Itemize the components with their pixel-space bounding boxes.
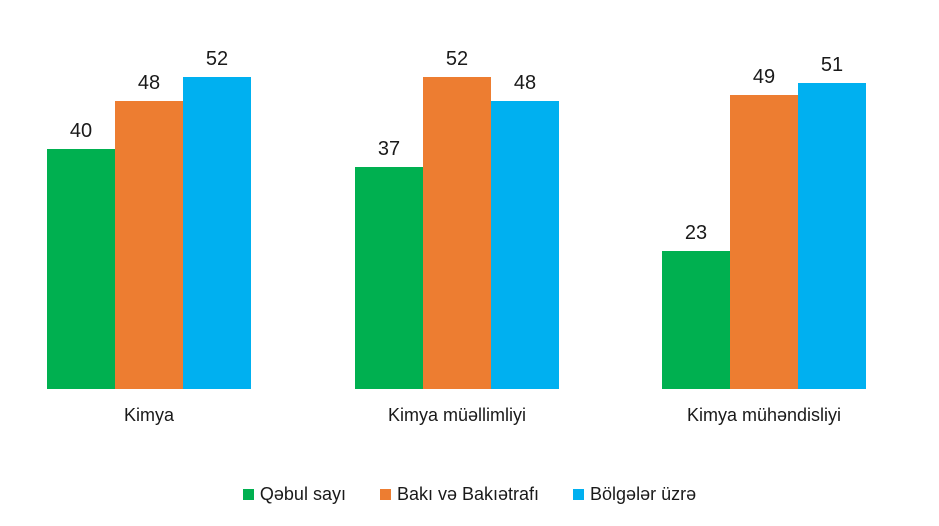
bar xyxy=(355,167,423,389)
legend: Qəbul sayı Bakı və Bakıətrafı Bölgələr ü… xyxy=(0,484,939,505)
legend-swatch xyxy=(242,489,254,500)
data-label: 48 xyxy=(138,72,160,94)
data-label: 48 xyxy=(514,72,536,94)
bar xyxy=(491,101,559,389)
bar xyxy=(798,83,866,389)
legend-swatch xyxy=(379,489,391,500)
data-label: 49 xyxy=(753,66,775,88)
bar xyxy=(183,77,251,389)
bar xyxy=(115,101,183,389)
data-label: 40 xyxy=(70,120,92,142)
legend-label: Bölgələr üzrə xyxy=(590,484,697,504)
data-label: 52 xyxy=(206,48,228,70)
value-labels-group: 40 48 52 37 52 48 23 49 51 xyxy=(70,48,843,244)
bar xyxy=(730,95,798,389)
bar xyxy=(662,251,730,389)
category-labels-group: Kimya Kimya müəllimliyi Kimya mühəndisliyi xyxy=(124,405,841,425)
legend-swatch xyxy=(573,489,585,500)
legend-item-qebul-sayi: Qəbul sayı xyxy=(242,484,346,505)
data-label: 51 xyxy=(821,54,843,76)
category-label: Kimya mühəndisliyi xyxy=(687,405,841,425)
data-label: 23 xyxy=(685,222,707,244)
legend-item-baki: Bakı və Bakıətrafı xyxy=(379,484,540,505)
data-label: 52 xyxy=(446,48,468,70)
legend-item-bolgeler: Bölgələr üzrə xyxy=(573,484,696,505)
legend-label: Qəbul sayı xyxy=(259,484,346,504)
bar xyxy=(423,77,491,389)
data-label: 37 xyxy=(378,138,400,160)
bar xyxy=(47,149,115,389)
category-label: Kimya xyxy=(124,405,175,425)
category-label: Kimya müəllimliyi xyxy=(388,405,526,425)
legend-label: Bakı və Bakıətrafı xyxy=(396,484,540,504)
bars-group xyxy=(47,77,866,389)
